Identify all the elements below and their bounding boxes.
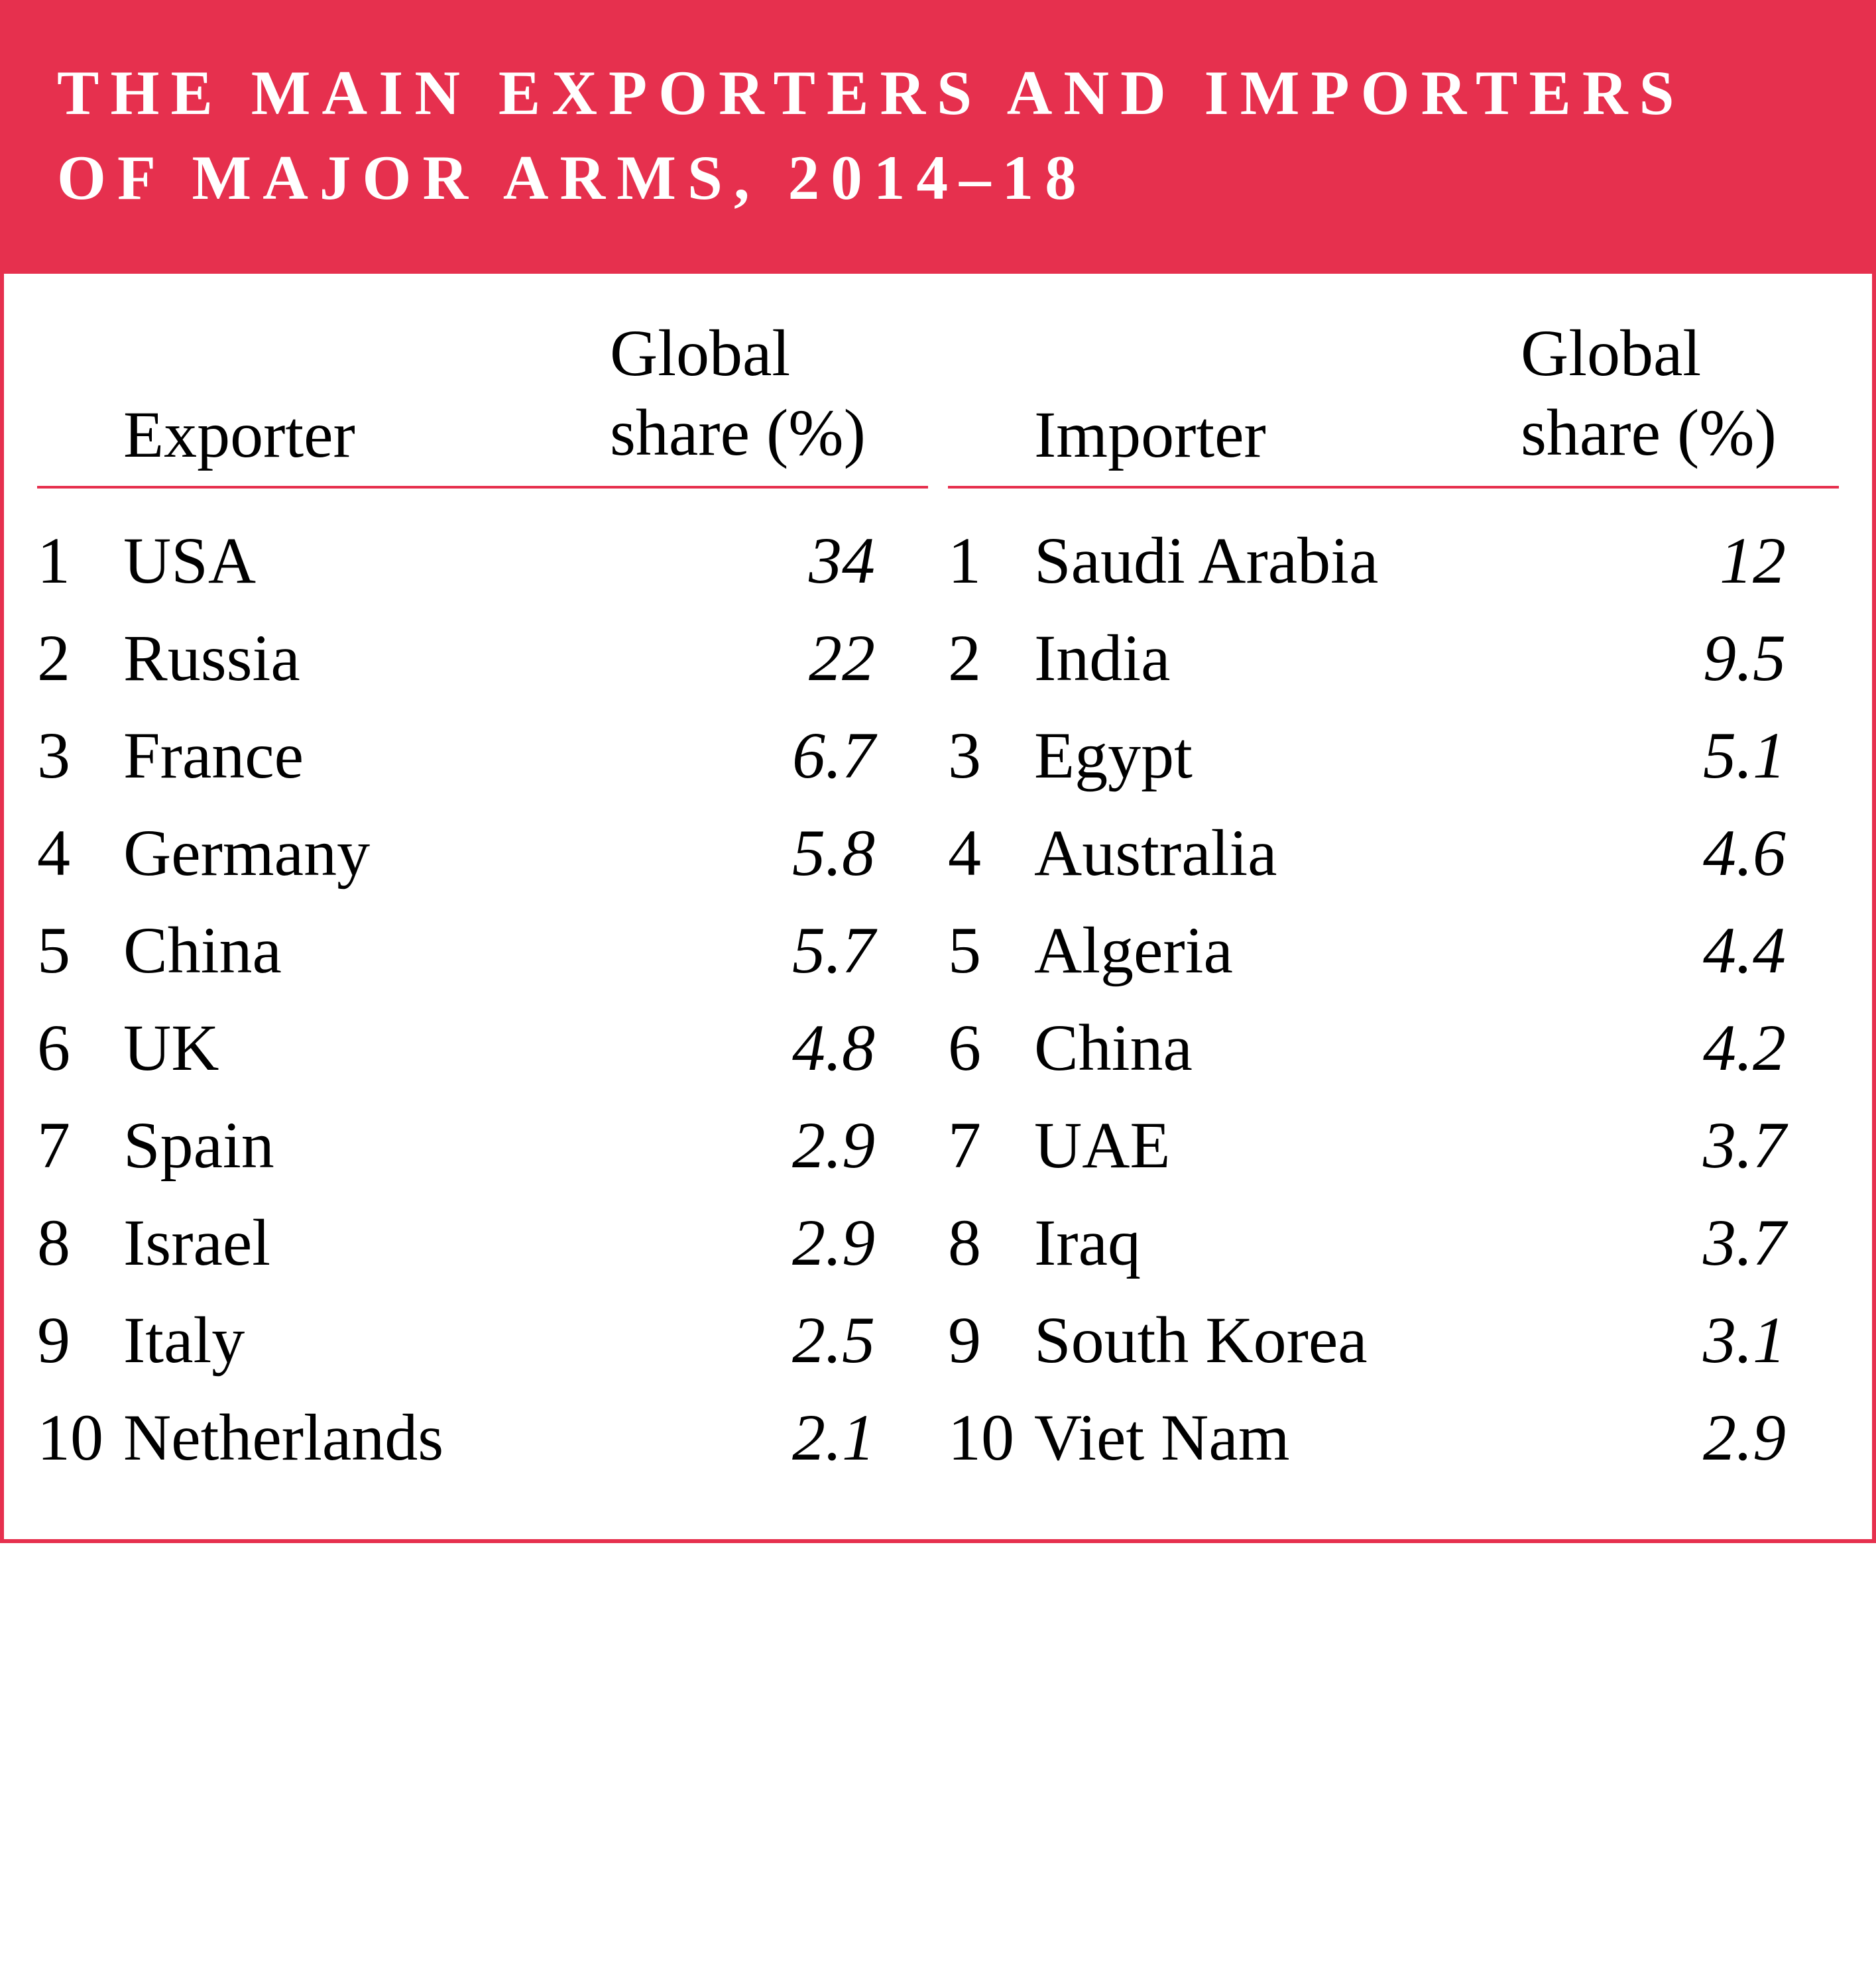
importers-name-header: Importer: [1034, 396, 1521, 473]
row-name: China: [1034, 1010, 1653, 1086]
table-row: 6UK4.8: [37, 999, 928, 1096]
exporters-header-row: Exporter Global share (%): [37, 314, 928, 489]
row-share: 5.7: [742, 912, 928, 988]
row-share: 4.8: [742, 1010, 928, 1086]
importers-header-row: Importer Global share (%): [948, 314, 1839, 489]
row-rank: 5: [948, 912, 1034, 988]
importers-rows: 1Saudi Arabia122India9.53Egypt5.14Austra…: [948, 512, 1839, 1486]
table-row: 4Australia4.6: [948, 804, 1839, 901]
row-name: Iraq: [1034, 1204, 1653, 1281]
exporters-name-header: Exporter: [123, 396, 610, 473]
row-name: France: [123, 717, 742, 793]
row-rank: 3: [948, 717, 1034, 793]
table-row: 3France6.7: [37, 707, 928, 804]
row-name: Algeria: [1034, 912, 1653, 988]
row-rank: 5: [37, 912, 123, 988]
row-rank: 1: [37, 522, 123, 599]
row-name: UK: [123, 1010, 742, 1086]
row-name: Netherlands: [123, 1399, 742, 1475]
importers-share-header: Global share (%): [1521, 314, 1839, 473]
table-row: 10Netherlands2.1: [37, 1389, 928, 1486]
row-share: 3.1: [1653, 1302, 1839, 1378]
row-rank: 10: [37, 1399, 123, 1475]
row-name: Italy: [123, 1302, 742, 1378]
row-rank: 4: [948, 815, 1034, 891]
exporters-column: Exporter Global share (%) 1USA342Russia2…: [37, 314, 928, 1486]
row-name: Germany: [123, 815, 742, 891]
row-share: 4.4: [1653, 912, 1839, 988]
table-container: THE MAIN EXPORTERS AND IMPORTERS OF MAJO…: [0, 0, 1876, 1543]
table-row: 5Algeria4.4: [948, 901, 1839, 999]
table-row: 10Viet Nam2.9: [948, 1389, 1839, 1486]
row-rank: 8: [37, 1204, 123, 1281]
table-row: 2Russia22: [37, 609, 928, 707]
table-row: 7Spain2.9: [37, 1096, 928, 1194]
row-name: Viet Nam: [1034, 1399, 1653, 1475]
row-rank: 10: [948, 1399, 1034, 1475]
table-row: 8Israel2.9: [37, 1194, 928, 1291]
row-share: 34: [742, 522, 928, 599]
row-share: 4.6: [1653, 815, 1839, 891]
row-share: 2.5: [742, 1302, 928, 1378]
exporters-rows: 1USA342Russia223France6.74Germany5.85Chi…: [37, 512, 928, 1486]
table-row: 6China4.2: [948, 999, 1839, 1096]
row-share: 5.8: [742, 815, 928, 891]
row-share: 12: [1653, 522, 1839, 599]
table-row: 9South Korea3.1: [948, 1291, 1839, 1389]
row-rank: 3: [37, 717, 123, 793]
row-share: 3.7: [1653, 1107, 1839, 1183]
table-title: THE MAIN EXPORTERS AND IMPORTERS OF MAJO…: [4, 4, 1872, 274]
importers-column: Importer Global share (%) 1Saudi Arabia1…: [948, 314, 1839, 1486]
table-content: Exporter Global share (%) 1USA342Russia2…: [4, 274, 1872, 1539]
row-rank: 2: [37, 620, 123, 696]
importers-share-header-line1: Global: [1521, 316, 1701, 390]
row-name: USA: [123, 522, 742, 599]
table-row: 3Egypt5.1: [948, 707, 1839, 804]
row-name: Russia: [123, 620, 742, 696]
table-row: 4Germany5.8: [37, 804, 928, 901]
row-rank: 1: [948, 522, 1034, 599]
row-share: 2.9: [742, 1107, 928, 1183]
row-name: India: [1034, 620, 1653, 696]
table-row: 7UAE3.7: [948, 1096, 1839, 1194]
row-rank: 9: [37, 1302, 123, 1378]
exporters-share-header-line2: share (%): [610, 396, 866, 469]
table-row: 1Saudi Arabia12: [948, 512, 1839, 609]
row-share: 2.9: [742, 1204, 928, 1281]
table-row: 2India9.5: [948, 609, 1839, 707]
row-share: 9.5: [1653, 620, 1839, 696]
row-name: China: [123, 912, 742, 988]
row-share: 2.1: [742, 1399, 928, 1475]
row-share: 3.7: [1653, 1204, 1839, 1281]
row-name: Saudi Arabia: [1034, 522, 1653, 599]
row-share: 2.9: [1653, 1399, 1839, 1475]
row-rank: 6: [37, 1010, 123, 1086]
table-row: 5China5.7: [37, 901, 928, 999]
row-name: South Korea: [1034, 1302, 1653, 1378]
table-row: 1USA34: [37, 512, 928, 609]
row-rank: 9: [948, 1302, 1034, 1378]
exporters-share-header-line1: Global: [610, 316, 790, 390]
row-share: 4.2: [1653, 1010, 1839, 1086]
exporters-share-header: Global share (%): [610, 314, 928, 473]
table-row: 9Italy2.5: [37, 1291, 928, 1389]
row-rank: 7: [948, 1107, 1034, 1183]
row-rank: 4: [37, 815, 123, 891]
row-name: UAE: [1034, 1107, 1653, 1183]
row-share: 5.1: [1653, 717, 1839, 793]
row-rank: 7: [37, 1107, 123, 1183]
table-row: 8Iraq3.7: [948, 1194, 1839, 1291]
row-rank: 8: [948, 1204, 1034, 1281]
row-name: Israel: [123, 1204, 742, 1281]
row-rank: 6: [948, 1010, 1034, 1086]
row-name: Egypt: [1034, 717, 1653, 793]
row-name: Spain: [123, 1107, 742, 1183]
row-share: 6.7: [742, 717, 928, 793]
row-rank: 2: [948, 620, 1034, 696]
row-name: Australia: [1034, 815, 1653, 891]
importers-share-header-line2: share (%): [1521, 396, 1777, 469]
row-share: 22: [742, 620, 928, 696]
